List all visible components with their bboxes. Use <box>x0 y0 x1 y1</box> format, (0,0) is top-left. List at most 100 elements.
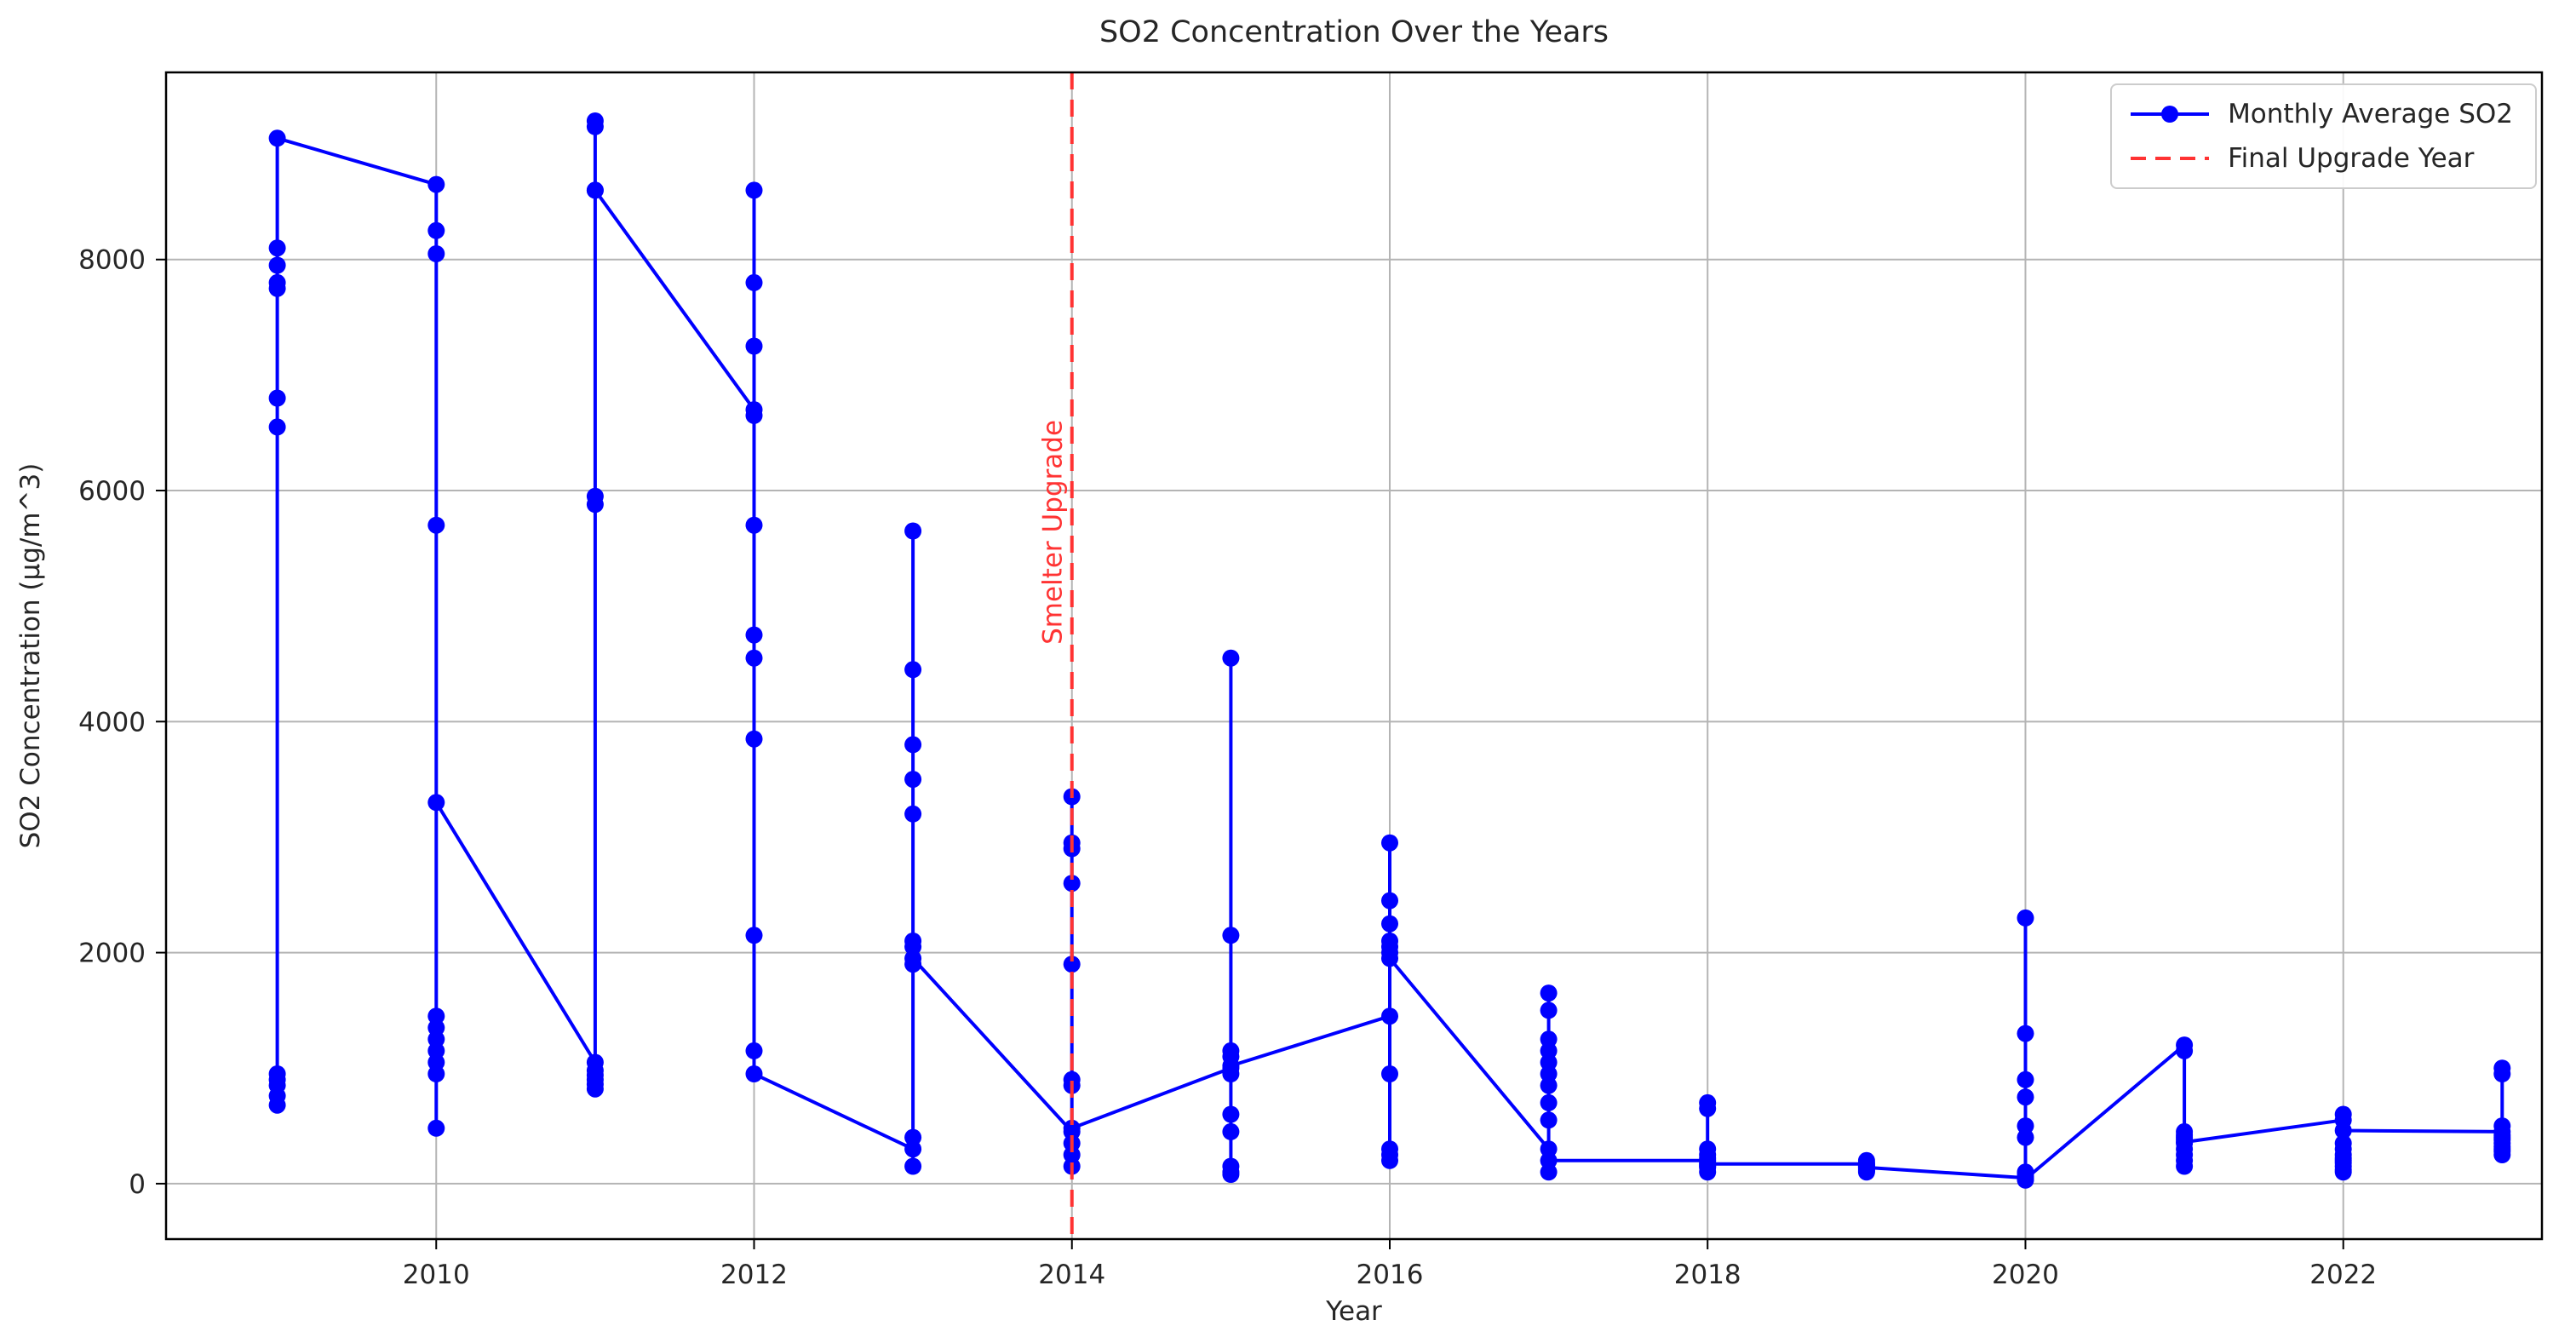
data-point <box>2017 1170 2034 1188</box>
data-point <box>904 805 922 823</box>
data-point <box>2017 1070 2034 1088</box>
data-point <box>745 1042 763 1059</box>
data-point <box>1381 892 1398 910</box>
y-tick-label: 2000 <box>78 938 146 969</box>
legend-entry-final-upgrade: Final Upgrade Year <box>2129 143 2513 174</box>
data-point <box>1540 1002 1558 1019</box>
y-axis-label: SO2 Concentration (µg/m^3) <box>15 462 46 849</box>
data-point <box>904 950 922 967</box>
data-point <box>586 1062 604 1079</box>
data-point <box>2017 1128 2034 1146</box>
data-point <box>1222 1122 1240 1140</box>
x-tick-label: 2022 <box>2309 1260 2377 1290</box>
y-tick-label: 6000 <box>78 476 146 507</box>
data-point <box>427 1065 445 1082</box>
data-point <box>427 245 445 262</box>
data-point <box>268 1065 286 1082</box>
data-point <box>1063 956 1081 973</box>
data-point <box>268 389 286 407</box>
data-point <box>1540 1111 1558 1129</box>
data-point <box>1222 1166 1240 1183</box>
data-point <box>745 730 763 748</box>
x-tick-label: 2018 <box>1674 1260 1741 1290</box>
data-point <box>2176 1134 2194 1151</box>
line-marker-icon <box>2131 106 2210 123</box>
x-tick-label: 2012 <box>720 1260 788 1290</box>
data-point <box>745 516 763 534</box>
data-point <box>745 406 763 424</box>
data-point <box>1222 1057 1240 1075</box>
data-point <box>1222 649 1240 667</box>
data-point <box>427 1119 445 1137</box>
data-point <box>745 626 763 644</box>
data-point <box>1857 1158 1875 1176</box>
legend-entry-monthly-average: Monthly Average SO2 <box>2129 99 2513 129</box>
dashed-line-icon <box>2131 157 2210 160</box>
data-point <box>904 1128 922 1146</box>
data-point <box>268 239 286 257</box>
data-point <box>745 927 763 944</box>
data-point <box>745 1065 763 1082</box>
data-point <box>2176 1157 2194 1175</box>
data-point <box>1381 915 1398 933</box>
data-point <box>1540 1151 1558 1169</box>
data-point <box>427 221 445 239</box>
y-tick-label: 4000 <box>78 707 146 738</box>
data-point <box>1540 1076 1558 1094</box>
data-point <box>2176 1042 2194 1059</box>
data-point <box>2017 909 2034 927</box>
data-point <box>586 487 604 505</box>
data-point <box>268 129 286 147</box>
x-tick-label: 2010 <box>403 1260 470 1290</box>
y-tick-label: 8000 <box>78 245 146 276</box>
data-point <box>427 794 445 812</box>
plot-border <box>164 71 2544 1241</box>
data-point <box>904 771 922 789</box>
data-point <box>904 522 922 540</box>
data-point <box>1540 984 1558 1002</box>
data-point <box>2334 1150 2352 1167</box>
data-point <box>1222 927 1240 944</box>
data-point <box>1381 834 1398 852</box>
data-point <box>904 736 922 754</box>
data-point <box>268 256 286 274</box>
data-point <box>1540 1093 1558 1111</box>
data-point <box>268 418 286 436</box>
legend: Monthly Average SO2 Final Upgrade Year <box>2110 83 2537 189</box>
data-point <box>2017 1024 2034 1042</box>
data-point <box>586 181 604 199</box>
data-point <box>586 118 604 135</box>
data-point <box>1063 875 1081 892</box>
data-point <box>745 273 763 291</box>
data-point <box>1381 1065 1398 1082</box>
x-tick-label: 2014 <box>1038 1260 1105 1290</box>
data-point <box>427 175 445 193</box>
data-point <box>1381 950 1398 967</box>
data-point <box>1699 1099 1717 1117</box>
chart-title: SO2 Concentration Over the Years <box>1099 15 1609 49</box>
data-point <box>745 337 763 355</box>
data-point <box>2017 1088 2034 1106</box>
y-tick-label: 0 <box>129 1169 146 1200</box>
data-point <box>427 516 445 534</box>
data-point <box>268 273 286 291</box>
x-axis-label: Year <box>1326 1296 1382 1327</box>
data-point <box>2493 1126 2511 1144</box>
data-point <box>1381 1007 1398 1025</box>
x-tick-label: 2016 <box>1357 1260 1424 1290</box>
data-point <box>586 1080 604 1098</box>
legend-label-monthly-average: Monthly Average SO2 <box>2228 99 2513 129</box>
data-point <box>2493 1065 2511 1082</box>
data-point <box>2334 1105 2352 1123</box>
data-point <box>745 649 763 667</box>
data-point <box>904 661 922 679</box>
data-point <box>904 1157 922 1175</box>
data-point <box>2334 1122 2352 1139</box>
data-point <box>745 181 763 199</box>
data-point <box>1222 1105 1240 1123</box>
x-tick-label: 2020 <box>1992 1260 2059 1290</box>
data-point <box>1699 1155 1717 1173</box>
legend-label-final-upgrade: Final Upgrade Year <box>2228 143 2475 174</box>
